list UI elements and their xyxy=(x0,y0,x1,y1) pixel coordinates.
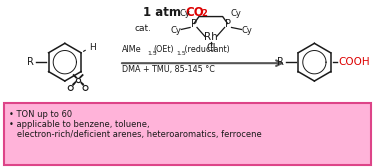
Text: DMA + TMU, 85-145 °C: DMA + TMU, 85-145 °C xyxy=(122,65,215,74)
Text: R: R xyxy=(277,57,284,67)
Bar xyxy=(4,103,370,165)
Text: cat.: cat. xyxy=(135,24,152,33)
Text: P: P xyxy=(225,19,231,30)
Text: • TON up to 60: • TON up to 60 xyxy=(9,110,72,119)
Text: Rh: Rh xyxy=(204,32,218,42)
Circle shape xyxy=(83,86,88,90)
Text: Cy: Cy xyxy=(180,9,191,18)
Circle shape xyxy=(68,86,73,90)
Text: (OEt): (OEt) xyxy=(153,45,174,54)
Text: Cl: Cl xyxy=(206,43,215,53)
Text: 1 atm: 1 atm xyxy=(143,6,185,19)
Text: H: H xyxy=(89,43,96,52)
Text: (reductant): (reductant) xyxy=(182,45,230,54)
Text: 1.5: 1.5 xyxy=(148,51,157,56)
Text: P: P xyxy=(191,19,197,30)
Text: Cy: Cy xyxy=(230,9,241,18)
Text: Cy: Cy xyxy=(171,26,182,35)
Text: • applicable to benzene, toluene,: • applicable to benzene, toluene, xyxy=(9,120,149,129)
Text: CO: CO xyxy=(185,6,204,19)
Text: 2: 2 xyxy=(201,9,207,18)
Text: AlMe: AlMe xyxy=(122,45,142,54)
Text: COOH: COOH xyxy=(338,57,370,67)
Text: 1.5: 1.5 xyxy=(176,51,186,56)
Text: Cy: Cy xyxy=(242,26,253,35)
Text: R: R xyxy=(27,57,34,67)
Text: electron-rich/deficient arenes, heteroaromatics, ferrocene: electron-rich/deficient arenes, heteroar… xyxy=(9,130,261,139)
